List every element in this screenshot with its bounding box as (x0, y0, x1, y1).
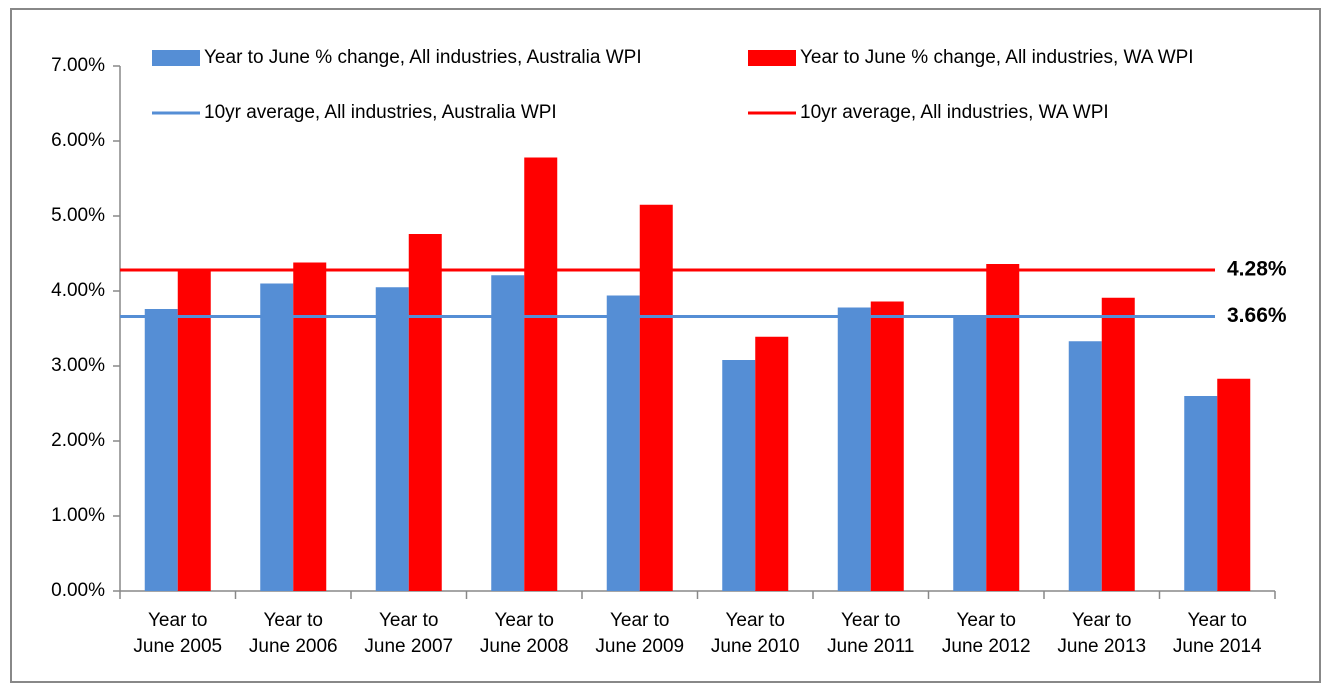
bar (722, 360, 756, 591)
x-tick-label: Year to June 2005 (133, 610, 223, 657)
bar (606, 295, 640, 591)
x-tick-label: Year to June 2010 (710, 610, 800, 657)
y-tick-label: 0.00% (51, 580, 105, 601)
x-tick-label: Year to June 2013 (1057, 610, 1147, 657)
legend-label: 10yr average, All industries, WA WPI (800, 102, 1109, 123)
bar (1068, 341, 1102, 591)
bar (144, 309, 178, 591)
bar (1184, 396, 1218, 591)
bar (524, 157, 558, 591)
y-tick-label: 3.00% (51, 355, 105, 376)
legend-label: Year to June % change, All industries, W… (800, 47, 1194, 68)
bar (293, 262, 327, 591)
y-tick-label: 2.00% (51, 430, 105, 451)
bar (408, 234, 442, 591)
x-tick-label: Year to June 2008 (479, 610, 569, 657)
y-tick-label: 5.00% (51, 205, 105, 226)
x-tick-label: Year to June 2006 (248, 610, 338, 657)
average-label: 3.66% (1227, 304, 1287, 327)
x-tick-label: Year to June 2009 (595, 610, 685, 657)
bar (953, 315, 987, 591)
bar (1101, 297, 1135, 591)
bar (986, 264, 1020, 591)
y-tick-label: 4.00% (51, 280, 105, 301)
bar (837, 307, 871, 591)
average-label: 4.28% (1227, 258, 1287, 281)
bar (177, 268, 211, 591)
x-tick-label: Year to June 2014 (1172, 610, 1262, 657)
y-tick-label: 6.00% (51, 130, 105, 151)
y-tick-label: 1.00% (51, 505, 105, 526)
x-tick-label: Year to June 2007 (364, 610, 454, 657)
bar (639, 204, 673, 591)
chart-border (10, 8, 1321, 683)
y-tick-label: 7.00% (51, 55, 105, 76)
bar (1217, 378, 1251, 591)
x-tick-label: Year to June 2012 (941, 610, 1031, 657)
bar (870, 301, 904, 591)
bar (260, 283, 294, 591)
bar (755, 336, 789, 591)
legend-swatch (748, 50, 796, 66)
x-tick-label: Year to June 2011 (827, 610, 915, 657)
legend-swatch (152, 50, 200, 66)
legend-label: 10yr average, All industries, Australia … (204, 102, 557, 123)
bar (491, 275, 525, 591)
bar (375, 287, 409, 591)
legend-label: Year to June % change, All industries, A… (204, 47, 642, 68)
